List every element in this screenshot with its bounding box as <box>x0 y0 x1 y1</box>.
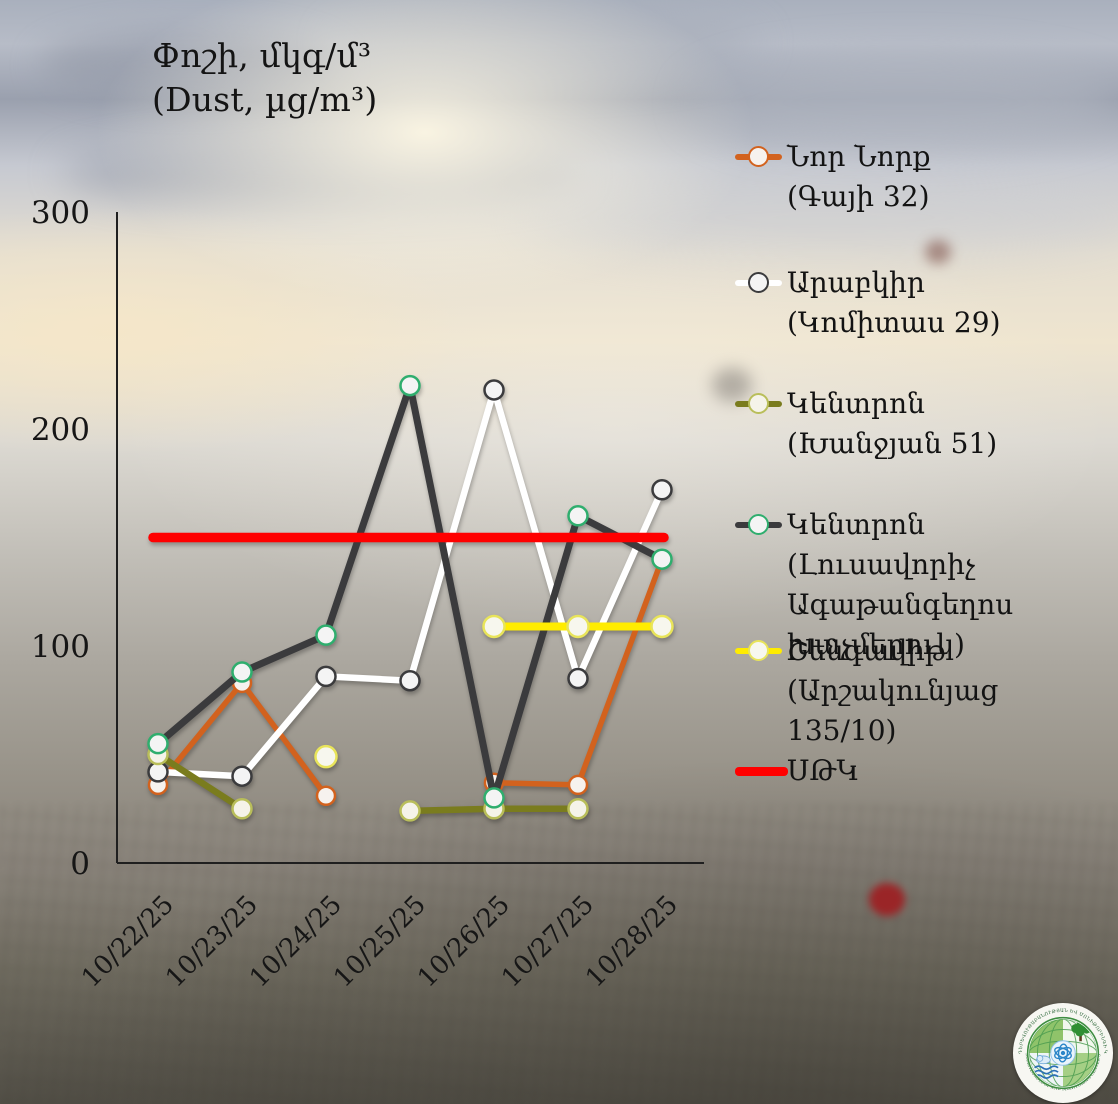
data-point-marker <box>651 479 673 501</box>
data-point-marker <box>567 798 589 820</box>
data-point-marker <box>650 614 674 639</box>
x-tick-label: 10/22/25 <box>76 890 180 994</box>
data-point-marker <box>399 800 421 822</box>
y-axis-tick-labels: 0 100 200 300 <box>31 195 90 882</box>
data-point-marker <box>651 548 673 570</box>
data-point-marker <box>399 669 421 692</box>
data-point-marker <box>147 732 169 755</box>
y-tick-label: 300 <box>31 195 90 231</box>
data-point-marker <box>231 661 253 683</box>
x-tick-label: 10/23/25 <box>160 890 264 994</box>
data-point-marker <box>315 624 337 646</box>
photo-blur-spot <box>925 240 951 264</box>
legend-label: Կենտրոն (Խանջյան 51) <box>787 387 998 460</box>
legend-sample-marker <box>748 272 769 293</box>
legend-label: Կենտրոն (Լուսավորիչ Ագաթանգեղոս խաչմերուկ) <box>787 508 1014 661</box>
data-point-marker <box>231 798 253 820</box>
legend-item-1: Նոր Նորք (Գայի 32) <box>735 137 1107 217</box>
data-point-marker <box>231 765 253 787</box>
y-tick-label: 200 <box>31 412 90 448</box>
data-point-marker <box>566 614 590 639</box>
legend-sample-marker <box>748 146 769 167</box>
chart-title: Փոշի, մկգ/մ³ (Dust, µg/m³) <box>152 34 377 122</box>
logo-atom-swirl <box>1054 1043 1072 1063</box>
x-tick-label: 10/28/25 <box>580 890 684 994</box>
chart-title-line-armenian: Փոշի, մկգ/մ³ <box>152 36 372 75</box>
x-tick-label: 10/26/25 <box>412 890 516 994</box>
data-point-marker <box>483 787 505 809</box>
photo-blur-spot <box>712 368 752 402</box>
logo-emblem <box>1029 1019 1097 1087</box>
data-point-marker <box>399 374 421 397</box>
legend-item-3: Կենտրոն (Խանջյան 51) <box>735 384 1107 464</box>
data-point-marker <box>567 505 589 527</box>
legend-label: Նոր Նորք (Գայի 32) <box>787 140 931 213</box>
x-axis-tick-labels: 10/22/2510/23/2510/24/2510/25/2510/26/25… <box>76 890 684 994</box>
x-tick-label: 10/25/25 <box>328 890 432 994</box>
data-point-marker <box>314 744 338 769</box>
chart-legend: Նոր Նորք (Գայի 32) Արաբկիր (Կոմիտաս 29) Կենտ… <box>735 0 1107 1104</box>
legend-item-6: ՍԹԿ <box>735 751 1107 791</box>
series-2 <box>147 379 673 787</box>
chart-axes <box>116 212 704 864</box>
x-tick-label: 10/27/25 <box>496 890 600 994</box>
data-point-marker <box>315 785 337 806</box>
legend-label: Շենգավիթ (Արշակունյաց 135/10) <box>787 634 999 747</box>
blurred-city-texture <box>0 804 1118 1104</box>
hydromet-center-logo: ՀԻԴՐՈՕԴԵՐԵՎՈՒԹԱԲԱՆՈՒԹՅԱՆ ԵՎ ՄՈՆԻԹՈՐԻՆԳԻ … <box>1012 1002 1114 1104</box>
legend-sample-marker <box>748 640 769 661</box>
legend-label: Արաբկիր (Կոմիտաս 29) <box>787 266 1001 339</box>
data-point-marker <box>482 614 506 639</box>
series-4 <box>147 374 673 809</box>
logo-cloud-icon <box>1036 1055 1051 1065</box>
y-tick-label: 100 <box>31 629 90 665</box>
chart-title-line-english: (Dust, µg/m³) <box>152 80 378 119</box>
logo-waves-icon <box>1034 1065 1059 1079</box>
data-point-marker <box>567 774 589 796</box>
legend-sample-marker <box>748 514 769 535</box>
x-tick-label: 10/24/25 <box>244 890 348 994</box>
data-point-marker <box>567 667 589 690</box>
legend-sample-marker <box>748 393 769 414</box>
data-point-marker <box>315 665 337 688</box>
chart-series <box>147 374 674 822</box>
legend-sample-line <box>735 767 788 776</box>
data-point-marker <box>483 379 505 401</box>
series-5 <box>314 614 674 769</box>
y-tick-label: 0 <box>70 846 90 882</box>
legend-item-5: Շենգավիթ (Արշակունյաց 135/10) <box>735 631 1107 751</box>
legend-label: ՍԹԿ <box>787 754 859 787</box>
legend-item-2: Արաբկիր (Կոմիտաս 29) <box>735 263 1107 343</box>
photo-red-spot <box>869 883 905 916</box>
logo-atom-core <box>1060 1050 1066 1056</box>
legend-item-4: Կենտրոն (Լուսավորիչ Ագաթանգեղոս խաչմերուկ) <box>735 505 1107 665</box>
